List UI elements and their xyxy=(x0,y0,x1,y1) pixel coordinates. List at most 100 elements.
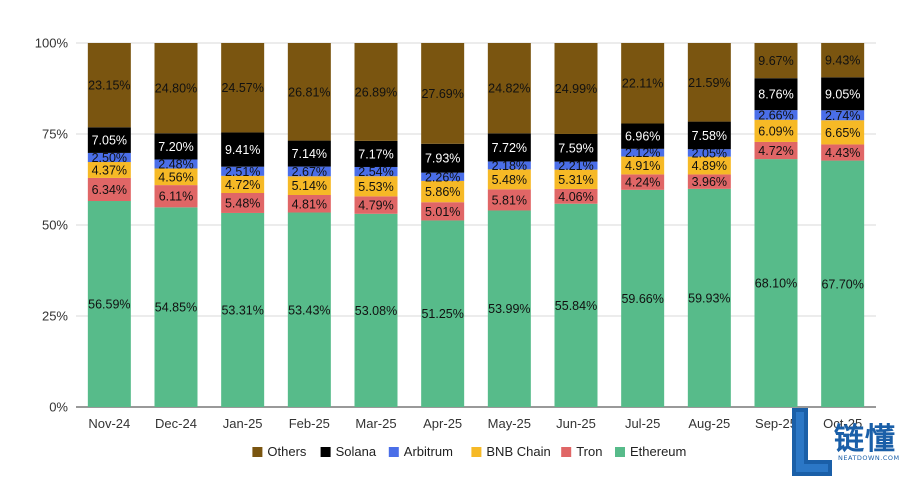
y-tick-label: 100% xyxy=(35,36,69,51)
data-label: 4.89% xyxy=(692,159,727,173)
x-tick-label: May-25 xyxy=(488,416,531,431)
bar-segment-solana xyxy=(754,78,798,111)
bar-segment-solana xyxy=(287,140,331,167)
bar-segment-ethereum xyxy=(687,188,731,407)
watermark-main-text: 链懂 xyxy=(834,422,896,457)
bar-segment-ethereum xyxy=(87,201,131,407)
bar-segment-arbitrum xyxy=(487,161,531,170)
data-label: 21.59% xyxy=(688,76,730,90)
x-tick-label: Nov-24 xyxy=(88,416,130,431)
legend-swatch xyxy=(561,447,572,457)
x-tick-label: Feb-25 xyxy=(289,416,330,431)
bar-segment-others xyxy=(687,43,731,122)
legend-label: Tron xyxy=(576,444,602,459)
bar-segment-others xyxy=(354,43,398,141)
data-label: 54.85% xyxy=(155,301,197,315)
data-label: 26.81% xyxy=(288,85,330,99)
x-tick-label: Oct-25 xyxy=(823,416,862,431)
data-label: 53.08% xyxy=(355,304,397,318)
bar-segment-others xyxy=(754,43,798,79)
bar-segment-solana xyxy=(554,133,598,162)
data-label: 9.05% xyxy=(825,87,860,101)
bar-segment-bnb-chain xyxy=(421,180,465,203)
bar-segment-solana xyxy=(487,133,531,162)
data-label: 4.43% xyxy=(825,146,860,160)
bar-segment-tron xyxy=(754,141,798,160)
bar-segment-others xyxy=(487,43,531,134)
bar-stack: 59.93% 3.96% 4.89%2.05% 7.58% 21.59% xyxy=(687,43,731,407)
data-label: 7.59% xyxy=(558,141,593,155)
legend: Others Solana Arbitrum BNB Chain Tron Ethereu… xyxy=(252,444,686,459)
data-label: 7.58% xyxy=(692,129,727,143)
bar-segment-ethereum xyxy=(487,210,531,407)
data-label: 51.25% xyxy=(421,307,463,321)
bar-segment-ethereum xyxy=(221,212,265,407)
data-label: 9.41% xyxy=(225,143,260,157)
bar-segment-solana xyxy=(87,127,131,153)
data-label: 4.81% xyxy=(292,197,327,211)
data-label: 5.86% xyxy=(425,185,460,199)
data-label: 7.93% xyxy=(425,152,460,166)
data-label: 5.01% xyxy=(425,205,460,219)
legend-label: Arbitrum xyxy=(404,444,453,459)
bar-segment-bnb-chain xyxy=(687,156,731,175)
bar-segment-solana xyxy=(821,77,865,111)
bar-segment-others xyxy=(821,43,865,78)
bar-segment-tron xyxy=(221,193,265,213)
x-tick-label: Jan-25 xyxy=(223,416,263,431)
data-label: 23.15% xyxy=(88,79,130,93)
bar-stack: 54.85% 6.11% 4.56%2.48% 7.20% 24.80% xyxy=(154,43,198,407)
bar-segment-bnb-chain xyxy=(621,156,665,175)
logo-l-shape xyxy=(792,408,832,476)
data-label: 2.66% xyxy=(758,108,793,122)
bar-segment-tron xyxy=(87,177,131,202)
bar-segment-solana xyxy=(621,123,665,149)
data-label: 3.96% xyxy=(692,175,727,189)
x-tick-label: Jul-25 xyxy=(625,416,660,431)
data-label: 27.69% xyxy=(421,87,463,101)
data-label: 53.99% xyxy=(488,302,530,316)
legend-label: BNB Chain xyxy=(486,444,550,459)
legend-label: Solana xyxy=(336,444,377,459)
bar-stack: 53.43% 4.81% 5.14%2.67% 7.14% 26.81% xyxy=(287,43,331,407)
bar-stack: 56.59% 6.34% 4.37%2.50% 7.05% 23.15% xyxy=(87,43,131,407)
data-label: 9.43% xyxy=(825,54,860,68)
y-tick-label: 25% xyxy=(42,309,68,324)
bar-segment-bnb-chain xyxy=(354,176,398,197)
gridlines xyxy=(76,42,876,408)
bar-segment-arbitrum xyxy=(621,148,665,157)
bar-stack: 67.70% 4.43% 6.65% 2.74% 9.05% 9.43% xyxy=(821,43,865,407)
data-label: 4.79% xyxy=(358,199,393,213)
bar-segment-arbitrum xyxy=(221,166,265,176)
bar-segment-ethereum xyxy=(154,207,198,407)
data-label: 68.10% xyxy=(755,277,797,291)
data-label: 5.81% xyxy=(492,193,527,207)
bar-segment-ethereum xyxy=(821,160,865,407)
bar-stack: 51.25% 5.01% 5.86%2.26% 7.93% 27.69% xyxy=(421,43,465,407)
data-label: 2.21% xyxy=(558,159,593,173)
data-label: 4.24% xyxy=(625,176,660,190)
data-label: 56.59% xyxy=(88,298,130,312)
bar-segment-tron xyxy=(354,196,398,214)
bar-stack: 53.31% 5.48% 4.72%2.51% 9.41% 24.57% xyxy=(221,43,265,407)
legend-item-solana: Solana xyxy=(320,444,377,459)
x-tick-label: Mar-25 xyxy=(355,416,396,431)
bar-segment-solana xyxy=(221,132,265,167)
bar-segment-bnb-chain xyxy=(154,168,198,186)
y-tick-label: 50% xyxy=(42,218,68,233)
data-label: 6.09% xyxy=(758,124,793,138)
y-tick-label: 75% xyxy=(42,127,68,142)
x-tick-label: Jun-25 xyxy=(556,416,596,431)
x-axis: Nov-24 Dec-24 Jan-25 Feb-25 Mar-25 Apr-25 May-… xyxy=(88,416,862,431)
bar-stack: 53.08% 4.79% 5.53%2.54% 7.17% 26.89% xyxy=(354,43,398,407)
bar-segment-solana xyxy=(687,121,731,150)
bar-segment-arbitrum xyxy=(287,166,331,177)
data-label: 2.54% xyxy=(358,165,393,179)
data-label: 4.56% xyxy=(158,170,193,184)
bar-segment-bnb-chain xyxy=(487,169,531,190)
data-label: 2.50% xyxy=(92,151,127,165)
data-label: 2.51% xyxy=(225,165,260,179)
data-label: 5.48% xyxy=(225,196,260,210)
legend-item-tron: Tron xyxy=(561,444,602,459)
data-label: 2.74% xyxy=(825,109,860,123)
